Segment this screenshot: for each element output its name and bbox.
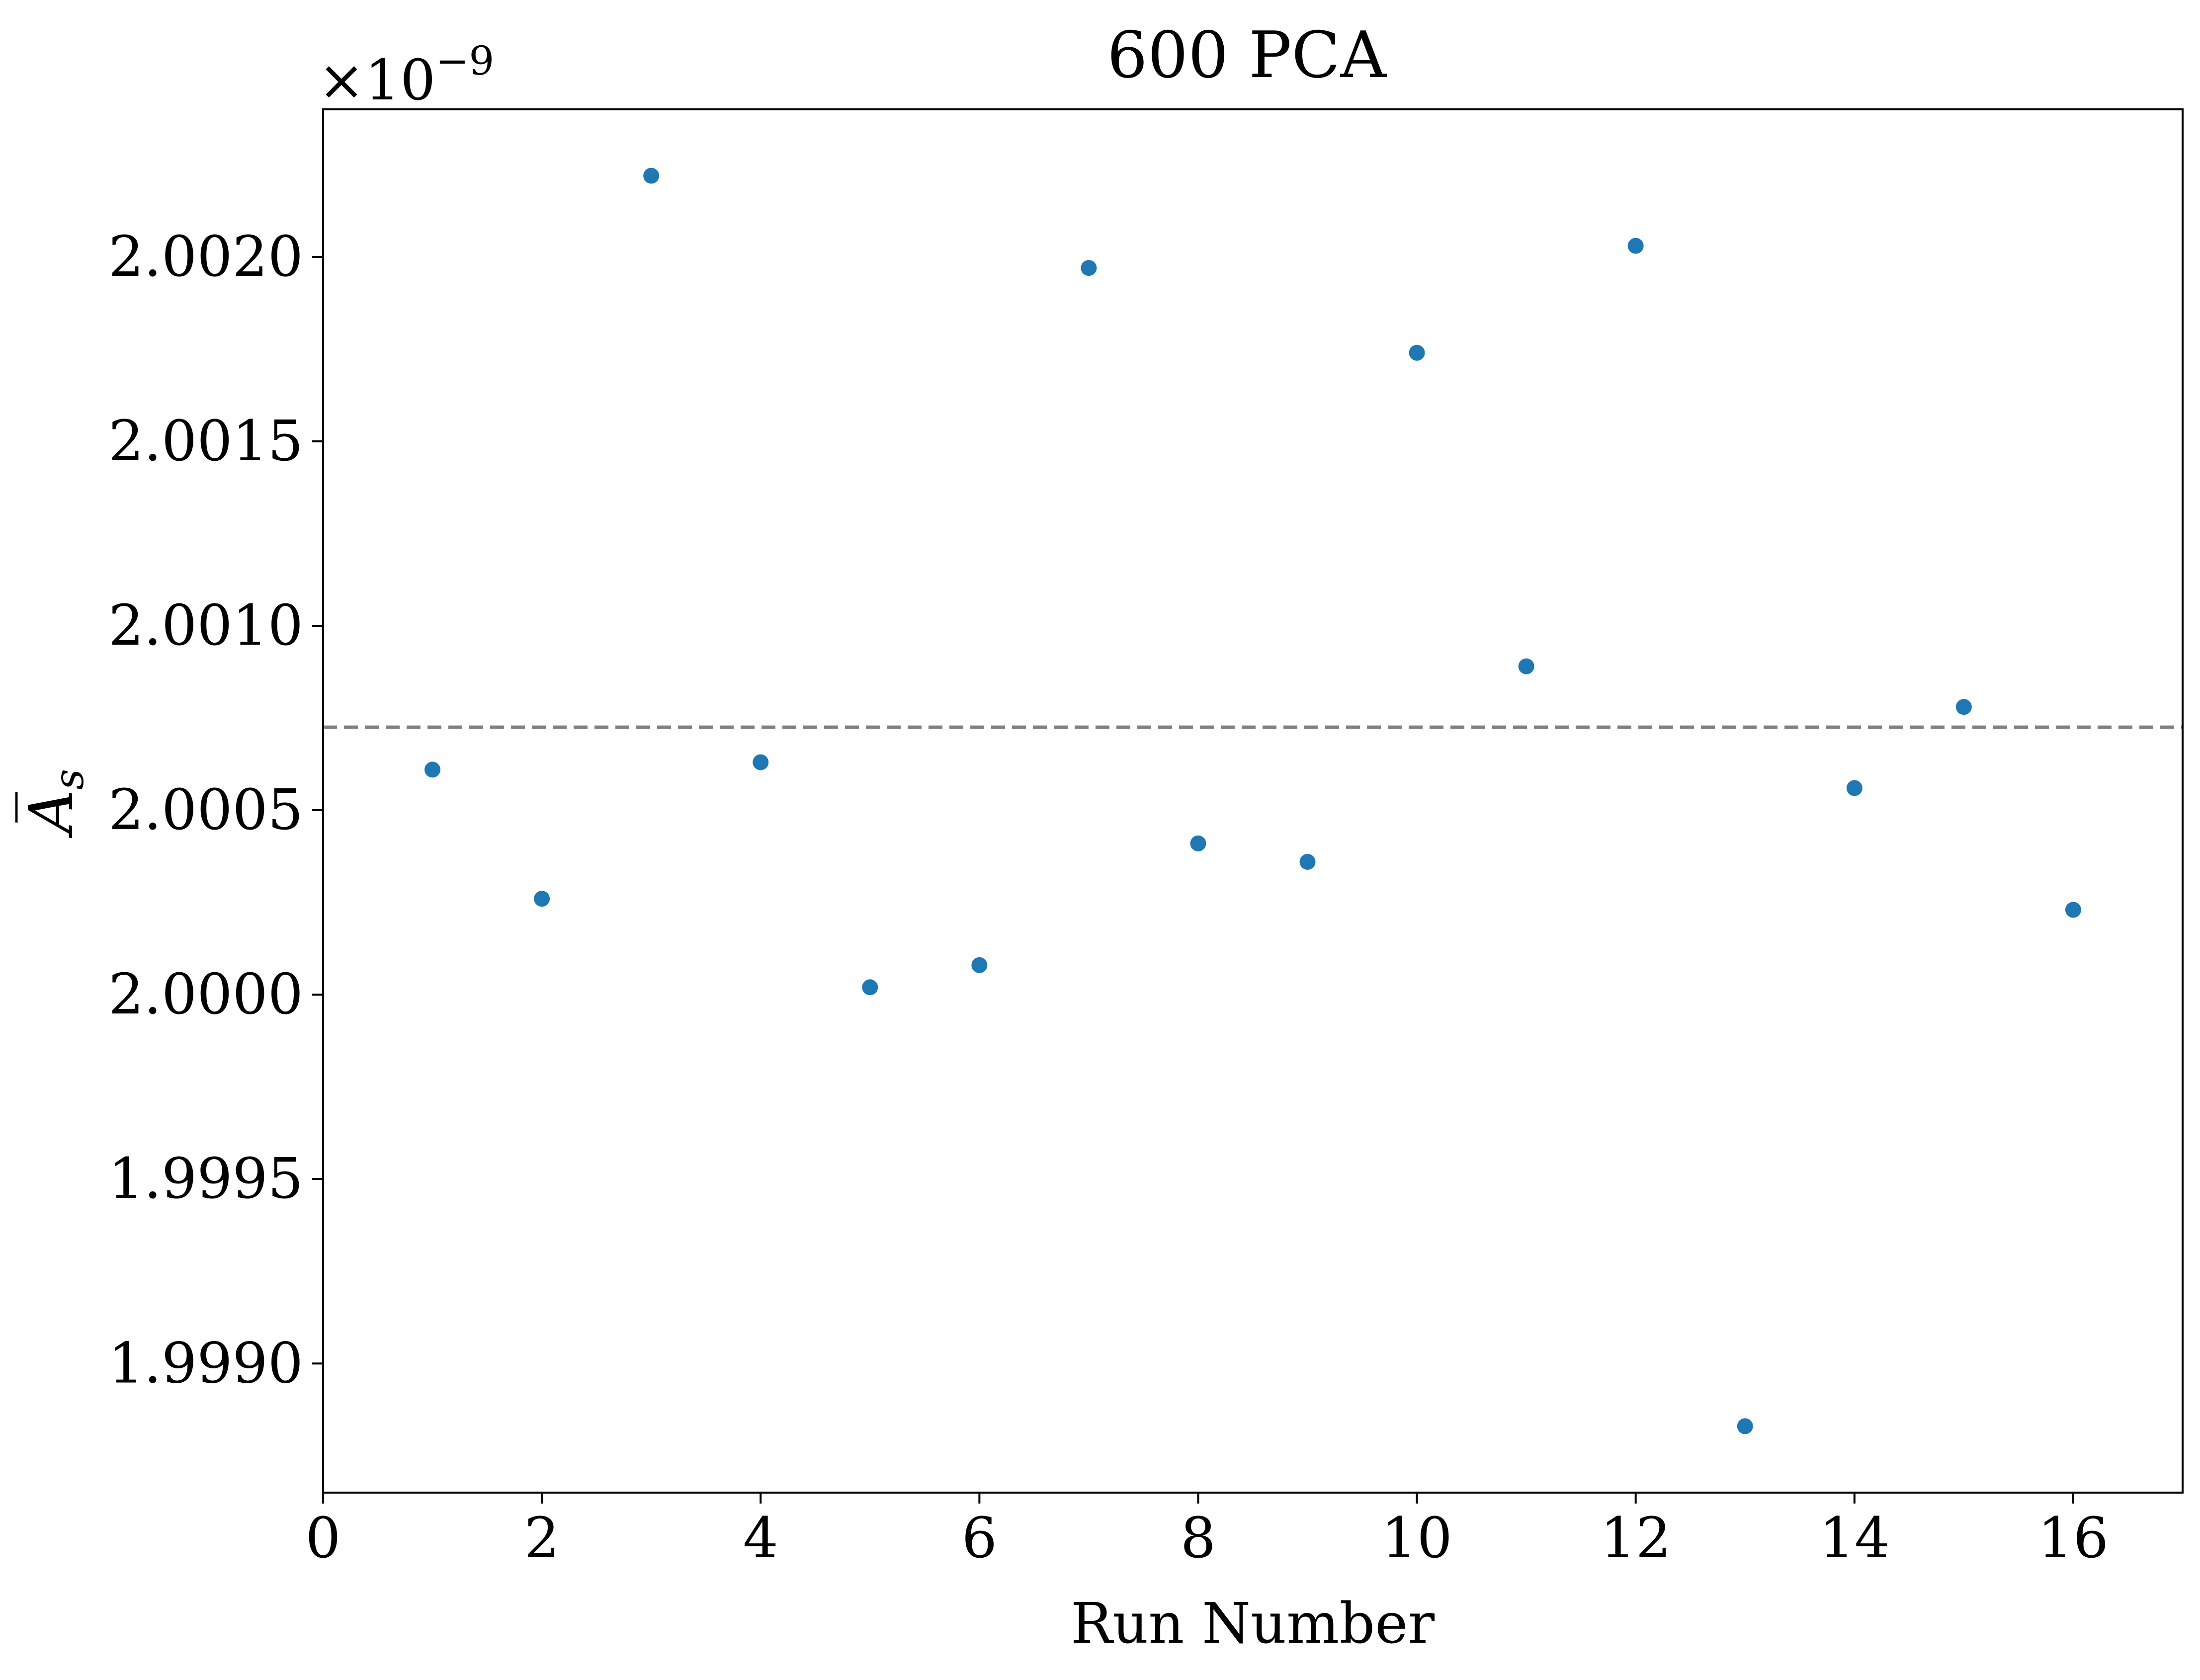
y-tick-label: 2.0010 — [108, 593, 303, 658]
x-tick-label: 10 — [1381, 1506, 1452, 1571]
data-point — [1190, 835, 1206, 851]
x-axis: 0 2 4 6 8 10 12 14 16 — [305, 1493, 2109, 1571]
plot-area — [323, 168, 2183, 1434]
y-tick-label: 2.0020 — [108, 225, 303, 289]
data-point — [1737, 1418, 1753, 1434]
svg-text:A̅s: A̅s — [15, 769, 93, 839]
y-offset-base: ×10 — [318, 48, 435, 113]
data-point — [753, 754, 769, 770]
x-tick-label: 16 — [2038, 1506, 2109, 1571]
x-tick-label: 14 — [1819, 1506, 1890, 1571]
data-point — [1955, 699, 1972, 715]
x-tick-label: 6 — [962, 1506, 997, 1571]
data-point — [424, 761, 441, 778]
data-point — [1081, 260, 1097, 276]
x-tick-label: 12 — [1600, 1506, 1671, 1571]
data-point — [1627, 238, 1644, 254]
x-tick-label: 2 — [524, 1506, 559, 1571]
chart-title: 600 PCA — [1107, 18, 1387, 92]
x-axis-label: Run Number — [1071, 1592, 1435, 1656]
data-point — [1846, 780, 1862, 796]
y-offset-text: ×10−9 — [318, 38, 494, 113]
y-offset-exponent: −9 — [435, 38, 494, 84]
axes-frame — [322, 108, 2184, 1494]
data-point — [1409, 344, 1425, 361]
data-point — [1518, 658, 1534, 674]
x-tick-label: 0 — [305, 1506, 340, 1571]
data-point — [862, 979, 878, 996]
data-point — [2065, 902, 2081, 918]
y-tick-label: 2.0005 — [108, 778, 303, 842]
x-tick-label: 8 — [1181, 1506, 1216, 1571]
y-axis-label: A̅s — [15, 769, 93, 839]
data-point — [643, 168, 660, 184]
y-axis: 1.9990 1.9995 2.0000 2.0005 2.0010 2.0015 2.00… — [108, 225, 323, 1396]
data-point — [971, 957, 988, 973]
y-axis-label-subscript: s — [46, 769, 93, 790]
x-tick-label: 4 — [743, 1506, 778, 1571]
y-axis-label-symbol: A̅ — [15, 790, 86, 839]
y-tick-label: 1.9995 — [108, 1147, 303, 1211]
data-point — [1299, 853, 1316, 870]
y-tick-label: 1.9990 — [108, 1331, 303, 1396]
y-tick-label: 2.0000 — [108, 962, 303, 1027]
data-point — [534, 891, 550, 907]
y-tick-label: 2.0015 — [108, 409, 303, 474]
